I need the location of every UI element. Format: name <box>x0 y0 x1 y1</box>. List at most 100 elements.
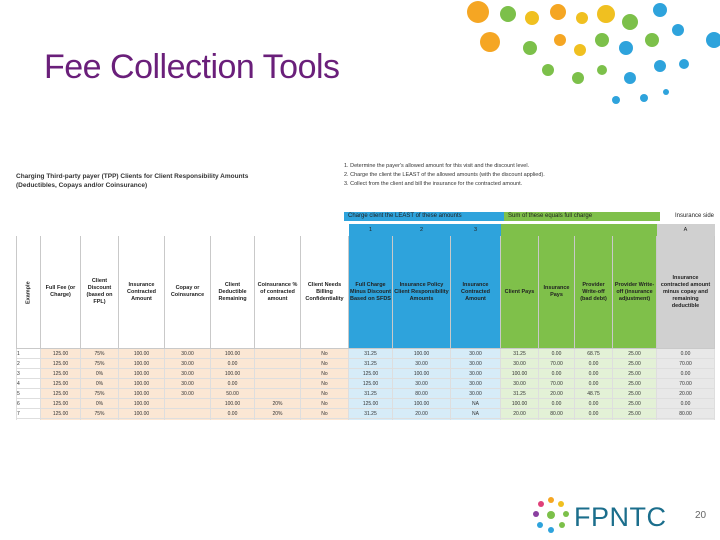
table-cell: 75% <box>80 358 119 369</box>
table-cell: 25.00 <box>612 398 657 409</box>
table-cell: 25.00 <box>612 388 657 399</box>
table-cell <box>254 378 301 389</box>
table-cell: NA <box>450 398 501 409</box>
table-cell: 68.75 <box>574 348 613 359</box>
table-cell: No <box>300 398 349 409</box>
table-cell: 100.00 <box>118 408 165 419</box>
table-cell: 31.25 <box>500 388 539 399</box>
table-cell: 3 <box>16 368 41 379</box>
table-cell: 20.00 <box>392 418 451 420</box>
column-header: Insurance contracted amount minus copay … <box>656 235 715 349</box>
table-cell: 25.00 <box>612 368 657 379</box>
table-cell: 75% <box>80 348 119 359</box>
table-cell: 80.00 <box>656 418 715 420</box>
table-cell: 30.00 <box>392 378 451 389</box>
table-cell <box>254 358 301 369</box>
column-number <box>118 224 165 236</box>
table-cell: 125.00 <box>40 408 81 419</box>
table-cell: 70.00 <box>538 358 575 369</box>
table-cell: 0.00 <box>210 378 255 389</box>
table-cell: 125.00 <box>348 398 393 409</box>
table-cell: 7 <box>16 408 41 419</box>
logo-text: FPNTC <box>574 502 667 532</box>
column-number <box>210 224 255 236</box>
table-cell: 75% <box>80 388 119 399</box>
table-cell: No <box>300 368 349 379</box>
table-cell: 50.00 <box>210 388 255 399</box>
table-row: 7 125.00 75% 100.00 0.00 20% No 31.25 20.00 NA 20.… <box>16 408 715 419</box>
column-number <box>164 224 211 236</box>
table-cell: 100.00 <box>118 378 165 389</box>
table-cell: 0.00 <box>656 368 715 379</box>
table-row: 4 125.00 0% 100.00 30.00 0.00 No 125.00 30.00 30.… <box>16 378 715 389</box>
table-cell: 100.00 <box>210 348 255 359</box>
band-gray: Insurance side <box>660 212 718 221</box>
table-cell: 0.00 <box>656 348 715 359</box>
table-cell: 70.00 <box>656 358 715 369</box>
table-cell: 0.00 <box>574 418 613 420</box>
table-cell: 4 <box>16 378 41 389</box>
column-number: 1 <box>348 224 393 236</box>
table-cell: 30.00 <box>450 368 501 379</box>
column-header: Coinsurance % of contracted amount <box>254 235 301 349</box>
table-cell: 70.00 <box>538 378 575 389</box>
table-cell: 30.00 <box>164 368 211 379</box>
table-cell: 100.00 <box>118 358 165 369</box>
column-header: Insurance Contracted Amount <box>450 235 501 349</box>
table-cell: 0.00 <box>574 398 613 409</box>
table-cell: 100.00 <box>118 348 165 359</box>
sheet-title: Charging Third-party payer (TPP) Clients… <box>16 172 248 190</box>
column-header: Client Pays <box>500 235 539 349</box>
table-cell: 30.00 <box>450 388 501 399</box>
table-cell: 125.00 <box>40 388 81 399</box>
table-row: 5 125.00 75% 100.00 30.00 50.00 No 31.25 80.00 30… <box>16 388 715 399</box>
column-header: Insurance Policy Client Responsibility A… <box>392 235 451 349</box>
sheet-title-line1: Charging Third-party payer (TPP) Clients… <box>16 173 249 180</box>
fpntc-logo: FPNTC <box>532 496 682 536</box>
table-cell: 70.00 <box>656 378 715 389</box>
table-cell <box>164 418 211 420</box>
table-cell: 31.25 <box>348 348 393 359</box>
column-number <box>574 224 613 236</box>
table-cell: 0% <box>80 398 119 409</box>
table-cell: 30.00 <box>450 358 501 369</box>
table-cell: 0.00 <box>210 408 255 419</box>
table-cell <box>254 388 301 399</box>
column-header: Provider Write-off (insurance adjustment… <box>612 235 657 349</box>
table-cell: No <box>300 388 349 399</box>
table-cell: 1 <box>16 348 41 359</box>
table-cell: 31.25 <box>348 388 393 399</box>
table-cell: 30.00 <box>500 358 539 369</box>
table-cell: 125.00 <box>40 368 81 379</box>
table-cell: 0.00 <box>538 348 575 359</box>
table-cell: 20.00 <box>538 388 575 399</box>
band-blue: Charge client the LEAST of these amounts <box>344 212 504 221</box>
table-row: 2 125.00 75% 100.00 30.00 0.00 No 31.25 30.00 30.… <box>16 358 715 369</box>
table-cell: 20% <box>254 408 301 419</box>
table-cell: 30.00 <box>500 378 539 389</box>
table-cell <box>164 398 211 409</box>
column-header: Full Charge Minus Discount Based on SFDS <box>348 235 393 349</box>
table-cell: 100.00 <box>392 368 451 379</box>
instruction-line: 3. Collect from the client and bill the … <box>344 181 523 187</box>
column-number <box>538 224 575 236</box>
table-cell: 20.00 <box>500 418 539 420</box>
column-number: 3 <box>450 224 501 236</box>
table-cell: 0.00 <box>538 398 575 409</box>
instruction-line: 2. Charge the client the LEAST of the al… <box>344 172 545 178</box>
table-cell: 100.00 <box>500 398 539 409</box>
band-green: Sum of these equals full charge <box>504 212 660 221</box>
instruction-line: 1. Determine the payer's allowed amount … <box>344 163 530 169</box>
table-cell: 0.00 <box>538 368 575 379</box>
table-cell: 125.00 <box>348 378 393 389</box>
table-cell: 125.00 <box>40 358 81 369</box>
table-cell: 20.00 <box>656 388 715 399</box>
table-cell: 25.00 <box>612 348 657 359</box>
table-cell: 20.00 <box>392 408 451 419</box>
table-cell: 0% <box>80 418 119 420</box>
table-cell: 31.25 <box>348 408 393 419</box>
table-cell: 48.75 <box>574 388 613 399</box>
column-header: Client Deductible Remaining <box>210 235 255 349</box>
table-cell: 75% <box>80 408 119 419</box>
